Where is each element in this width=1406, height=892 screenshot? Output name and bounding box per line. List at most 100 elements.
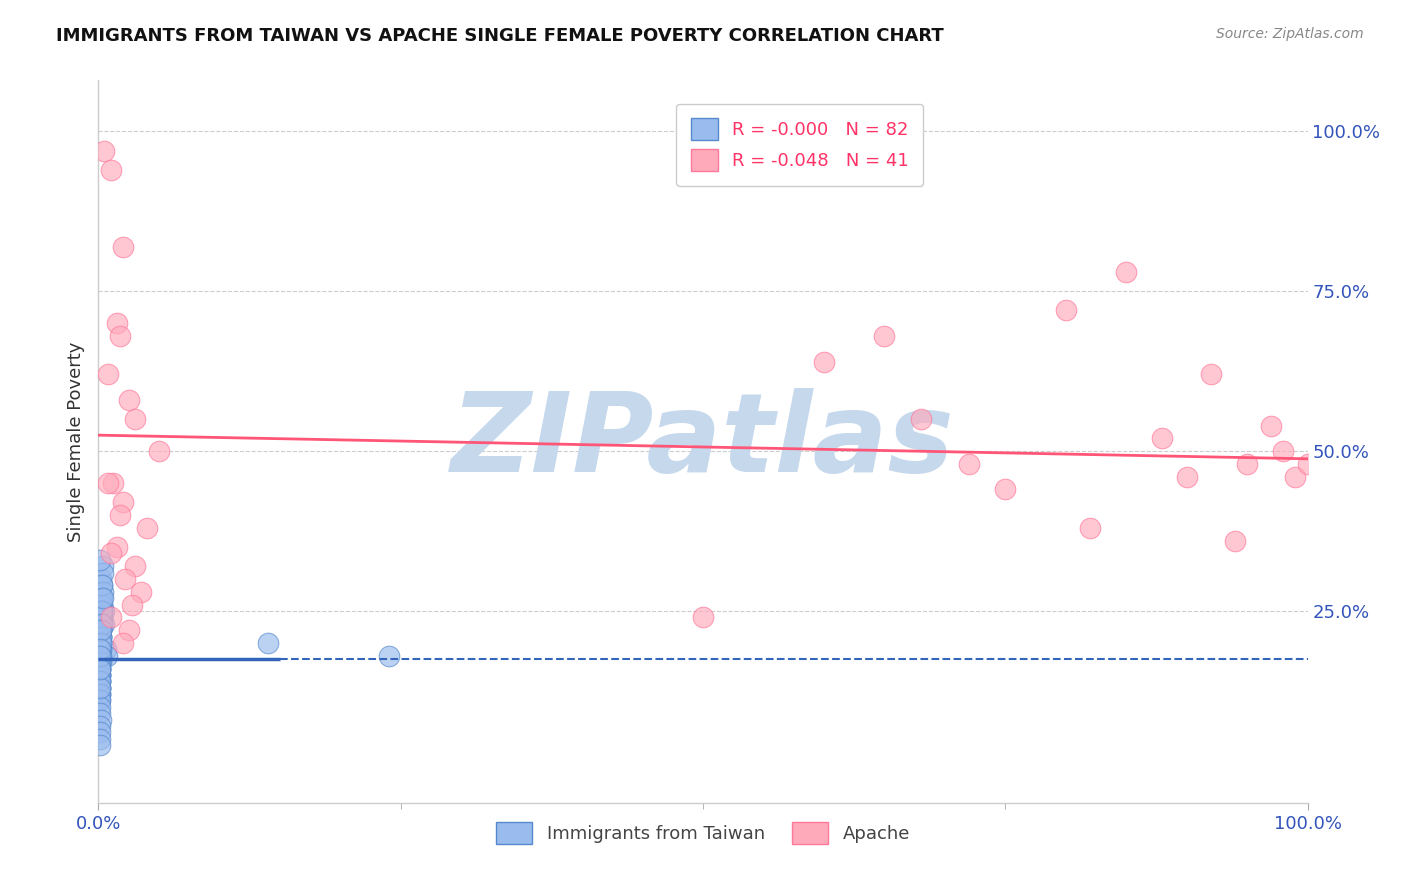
Point bbox=[89, 687, 111, 701]
Text: ZIPatlas: ZIPatlas bbox=[451, 388, 955, 495]
Point bbox=[90, 642, 112, 657]
Point bbox=[1296, 457, 1319, 471]
Point bbox=[90, 636, 112, 650]
Point bbox=[89, 661, 111, 675]
Point bbox=[96, 648, 118, 663]
Point bbox=[90, 642, 112, 657]
Point bbox=[90, 636, 112, 650]
Point bbox=[97, 476, 120, 491]
Point bbox=[118, 623, 141, 637]
Point bbox=[89, 738, 111, 752]
Point bbox=[89, 584, 111, 599]
Point bbox=[1115, 265, 1137, 279]
Point bbox=[89, 699, 111, 714]
Point bbox=[89, 693, 111, 707]
Point bbox=[89, 731, 111, 746]
Point bbox=[91, 566, 114, 580]
Y-axis label: Single Female Poverty: Single Female Poverty bbox=[66, 342, 84, 541]
Point bbox=[89, 668, 111, 682]
Point bbox=[91, 591, 114, 606]
Point bbox=[1175, 469, 1198, 483]
Point bbox=[91, 598, 114, 612]
Point bbox=[813, 354, 835, 368]
Point bbox=[692, 610, 714, 624]
Point bbox=[148, 444, 170, 458]
Point bbox=[89, 642, 111, 657]
Point bbox=[111, 495, 134, 509]
Point bbox=[1223, 533, 1246, 548]
Point bbox=[111, 239, 134, 253]
Point bbox=[91, 604, 114, 618]
Point bbox=[89, 648, 111, 663]
Point bbox=[90, 630, 112, 644]
Point bbox=[90, 630, 112, 644]
Point bbox=[89, 655, 111, 669]
Point bbox=[90, 591, 112, 606]
Point bbox=[90, 623, 112, 637]
Point bbox=[91, 598, 114, 612]
Point bbox=[93, 144, 115, 158]
Point bbox=[994, 483, 1017, 497]
Point bbox=[90, 630, 112, 644]
Point bbox=[1054, 303, 1077, 318]
Point bbox=[957, 457, 980, 471]
Point bbox=[1260, 418, 1282, 433]
Point bbox=[89, 719, 111, 733]
Point bbox=[377, 648, 399, 663]
Point bbox=[100, 610, 122, 624]
Point bbox=[90, 623, 112, 637]
Point bbox=[90, 616, 112, 631]
Point bbox=[91, 559, 114, 574]
Point bbox=[89, 674, 111, 689]
Point bbox=[114, 572, 136, 586]
Point bbox=[90, 623, 112, 637]
Point bbox=[89, 648, 111, 663]
Point bbox=[89, 674, 111, 689]
Point bbox=[108, 329, 131, 343]
Point bbox=[89, 661, 111, 675]
Point bbox=[108, 508, 131, 522]
Point bbox=[93, 616, 115, 631]
Point bbox=[91, 584, 114, 599]
Point bbox=[89, 681, 111, 695]
Point bbox=[89, 681, 111, 695]
Point bbox=[90, 616, 112, 631]
Point bbox=[94, 642, 117, 657]
Point bbox=[89, 668, 111, 682]
Point bbox=[105, 540, 128, 554]
Point bbox=[1284, 469, 1306, 483]
Point bbox=[89, 674, 111, 689]
Text: Source: ZipAtlas.com: Source: ZipAtlas.com bbox=[1216, 27, 1364, 41]
Point bbox=[91, 604, 114, 618]
Point bbox=[135, 521, 157, 535]
Point bbox=[100, 162, 122, 177]
Point bbox=[1078, 521, 1101, 535]
Point bbox=[90, 604, 112, 618]
Point bbox=[124, 559, 146, 574]
Point bbox=[90, 572, 112, 586]
Point bbox=[100, 546, 122, 560]
Point bbox=[93, 604, 115, 618]
Point bbox=[89, 668, 111, 682]
Point bbox=[105, 316, 128, 330]
Point bbox=[90, 713, 112, 727]
Point bbox=[90, 636, 112, 650]
Point bbox=[89, 661, 111, 675]
Point bbox=[90, 655, 112, 669]
Point bbox=[1236, 457, 1258, 471]
Point bbox=[1152, 431, 1174, 445]
Point bbox=[89, 655, 111, 669]
Point bbox=[89, 693, 111, 707]
Point bbox=[89, 661, 111, 675]
Point bbox=[91, 578, 114, 592]
Point bbox=[89, 553, 111, 567]
Point bbox=[89, 706, 111, 721]
Point bbox=[89, 636, 111, 650]
Point bbox=[90, 648, 112, 663]
Point bbox=[1272, 444, 1295, 458]
Legend: Immigrants from Taiwan, Apache: Immigrants from Taiwan, Apache bbox=[489, 815, 917, 852]
Point bbox=[111, 636, 134, 650]
Point bbox=[91, 591, 114, 606]
Point bbox=[89, 725, 111, 739]
Point bbox=[89, 674, 111, 689]
